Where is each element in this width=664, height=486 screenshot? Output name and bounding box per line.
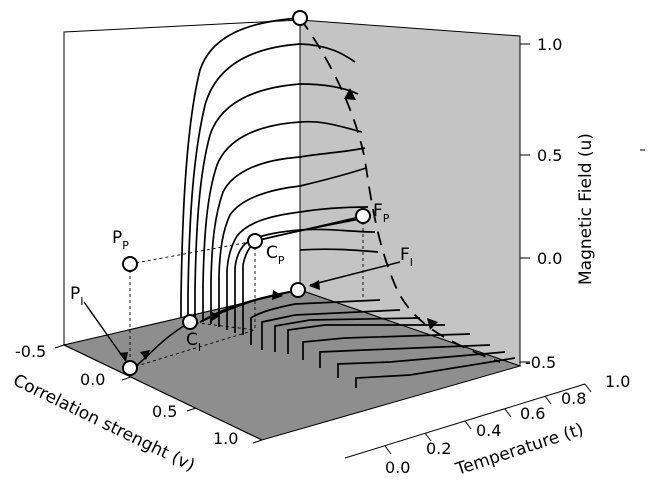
t-tick-label: 0.2 xyxy=(426,439,451,458)
arrow-head xyxy=(119,352,128,362)
arrow-head xyxy=(272,290,283,300)
v-tick-label: 1.0 xyxy=(213,429,238,448)
u-axis xyxy=(519,36,530,366)
marker-pi xyxy=(122,360,138,376)
u-tick-label: 0.5 xyxy=(537,146,562,165)
v-tick-label: -0.5 xyxy=(15,342,46,361)
t-tick-label: 0.0 xyxy=(385,458,410,477)
point-label-pp: PP xyxy=(112,228,129,252)
marker-pp xyxy=(122,256,138,272)
point-label-pi: PI xyxy=(70,284,84,308)
v-tick-label: 0.5 xyxy=(152,402,177,421)
t-tick-label: 0.8 xyxy=(561,389,586,408)
t-tick-label: 1.0 xyxy=(605,372,630,391)
arrow-head xyxy=(344,88,356,100)
marker-fp xyxy=(355,208,371,224)
u-axis-label: Magnetic Field (u) xyxy=(576,133,596,285)
u-tick-label: 0.0 xyxy=(537,249,562,268)
t-tick-label: 0.6 xyxy=(520,404,545,423)
t-tick-label: 0.4 xyxy=(476,421,501,440)
u-tick-label: -0.5 xyxy=(525,353,556,372)
marker-top xyxy=(292,10,308,26)
point-label-fp: FP xyxy=(373,201,390,225)
v-tick-label: 0.0 xyxy=(80,370,105,389)
dashed-critical-curve xyxy=(299,17,501,363)
marker-fi xyxy=(290,282,306,298)
arrow-head xyxy=(427,318,438,330)
point-label-ci: CI xyxy=(186,330,201,354)
marker-cp xyxy=(247,233,263,249)
marker-ci xyxy=(182,314,198,330)
markers xyxy=(122,10,371,376)
arrow-head xyxy=(309,280,320,290)
t-axis-label: Temperature (t) xyxy=(452,420,586,480)
point-label-cp: CP xyxy=(266,243,285,267)
left-wall-outline xyxy=(63,19,301,346)
t-axis xyxy=(344,383,592,459)
arrow-lines xyxy=(83,215,401,367)
point-label-fi: FI xyxy=(400,245,413,269)
arrow-head xyxy=(140,350,150,360)
projection-lines xyxy=(129,216,364,369)
v-axis xyxy=(54,344,263,444)
u-tick-label: 1.0 xyxy=(537,35,562,54)
arrow-head xyxy=(210,312,220,322)
